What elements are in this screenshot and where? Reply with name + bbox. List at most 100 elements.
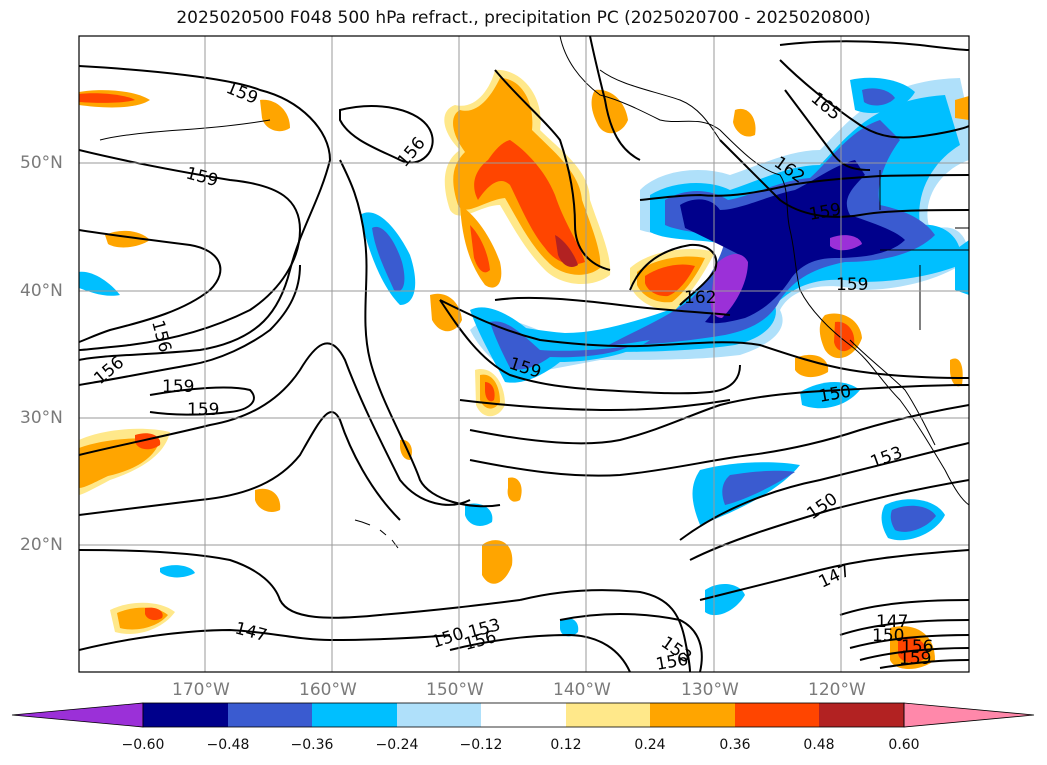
contour-150 — [469, 384, 969, 445]
alaska-coastline — [599, 69, 721, 141]
precip-orange-area — [733, 108, 756, 137]
contour-162 — [629, 243, 718, 306]
colorbar-tick-label: 0.36 — [719, 737, 751, 753]
map-field: 159 156 159 156 156 159 159 159 162 159 … — [79, 36, 969, 675]
contour-147 — [79, 628, 451, 651]
contour-156 — [339, 105, 434, 164]
colorbar-tick-label: 0.48 — [803, 737, 835, 753]
contour-156 — [449, 633, 631, 672]
coastlines — [99, 36, 969, 549]
contour-150 — [839, 619, 969, 636]
precip-orange-area — [255, 488, 281, 512]
contour-150 — [79, 411, 401, 521]
contour-159 — [79, 149, 302, 351]
contour-153 — [469, 404, 969, 477]
contour-159 — [439, 299, 969, 379]
colorbar-tick-label: 0.60 — [888, 737, 920, 753]
contour-147 — [699, 549, 969, 601]
colorbar-extend-min — [11, 702, 144, 728]
colorbar-bin — [566, 703, 650, 727]
contour-150 — [519, 589, 691, 672]
colorbar-tick-label: −0.60 — [121, 737, 165, 753]
colorbar — [11, 702, 1035, 728]
contour-label: 150 — [872, 626, 904, 646]
contour-156 — [859, 647, 969, 661]
baja-coastline — [849, 339, 936, 446]
colorbar-bin — [650, 703, 735, 727]
precip-blue-area — [862, 88, 895, 106]
precip-cyan-area — [560, 618, 579, 637]
colorbar-tick-label: −0.48 — [206, 737, 250, 753]
colorbar-tick-label: −0.12 — [459, 737, 503, 753]
precip-cyan-area — [160, 565, 195, 578]
hawaii-islands — [354, 519, 399, 549]
colorbar-bin — [481, 703, 566, 727]
precip-cyan-area — [800, 381, 860, 409]
contour-159 — [639, 174, 969, 201]
colorbar-tick-label: 0.12 — [550, 737, 582, 753]
lon-label: 120°W — [808, 680, 866, 700]
lat-label: 20°N — [20, 535, 63, 555]
precip-blue-area — [490, 321, 630, 370]
precip-redorange-area — [485, 382, 495, 402]
precip-purple-area — [830, 235, 862, 251]
contour-label: 147 — [876, 612, 908, 632]
map-title: 2025020500 F048 500 hPa refract., precip… — [176, 8, 871, 28]
lon-label: 150°W — [426, 680, 484, 700]
contour-156 — [339, 159, 501, 508]
contour-159 — [79, 65, 332, 361]
precip-redorange-area — [645, 264, 695, 297]
precip-cyan-area — [955, 240, 969, 295]
contour-147 — [79, 549, 521, 619]
contour-label: 159 — [899, 649, 931, 669]
lat-label: 30°N — [20, 408, 63, 428]
contour-156 — [459, 399, 731, 412]
colorbar-bin — [312, 703, 397, 727]
contour-label: 159 — [836, 275, 868, 295]
colorbar-bin — [143, 703, 228, 727]
contour-150 — [689, 479, 969, 561]
lon-label: 170°W — [172, 680, 230, 700]
contour-162 — [494, 69, 611, 271]
colorbar-extend-max — [903, 702, 1035, 728]
aleutian-islands — [99, 119, 271, 141]
precip-cyan-area — [79, 271, 120, 296]
precip-darkred-area — [555, 235, 578, 267]
precip-blue-area — [722, 470, 795, 505]
colorbar-bin — [397, 703, 481, 727]
contour-165 — [779, 40, 969, 51]
precip-orange-area — [955, 96, 969, 120]
contour-153 — [849, 634, 969, 649]
precip-redorange-area — [79, 93, 135, 103]
contour-162 — [494, 296, 731, 316]
contour-label: 156 — [654, 650, 689, 675]
political-borders — [879, 170, 969, 330]
contour-147 — [839, 599, 969, 616]
contour-label: 156 — [901, 637, 933, 657]
colorbar-bin — [228, 703, 312, 727]
precip-redorange-area — [470, 225, 490, 273]
precip-orange-area — [507, 477, 522, 502]
contour-162 — [784, 89, 871, 171]
contour-153 — [679, 442, 969, 541]
colorbar-tick-label: 0.24 — [634, 737, 666, 753]
precip-orange-area — [950, 358, 963, 387]
lon-label: 160°W — [299, 680, 357, 700]
contour-159 — [149, 386, 255, 416]
contour-153 — [559, 613, 703, 672]
contour-159 — [879, 659, 969, 669]
gridlines — [79, 36, 969, 672]
lon-label: 140°W — [553, 680, 611, 700]
contour-label: 162 — [684, 288, 716, 308]
contour-162 — [589, 36, 641, 161]
precip-orange-area — [795, 354, 829, 378]
contour-165 — [779, 59, 969, 139]
precip-redorange-area — [145, 607, 163, 621]
colorbar-bin — [819, 703, 904, 727]
contour-156 — [79, 229, 222, 343]
colorbar-bin — [735, 703, 819, 727]
contour-159 — [439, 299, 741, 395]
precip-cyan-area — [465, 503, 493, 526]
precip-orange-area — [260, 99, 290, 132]
